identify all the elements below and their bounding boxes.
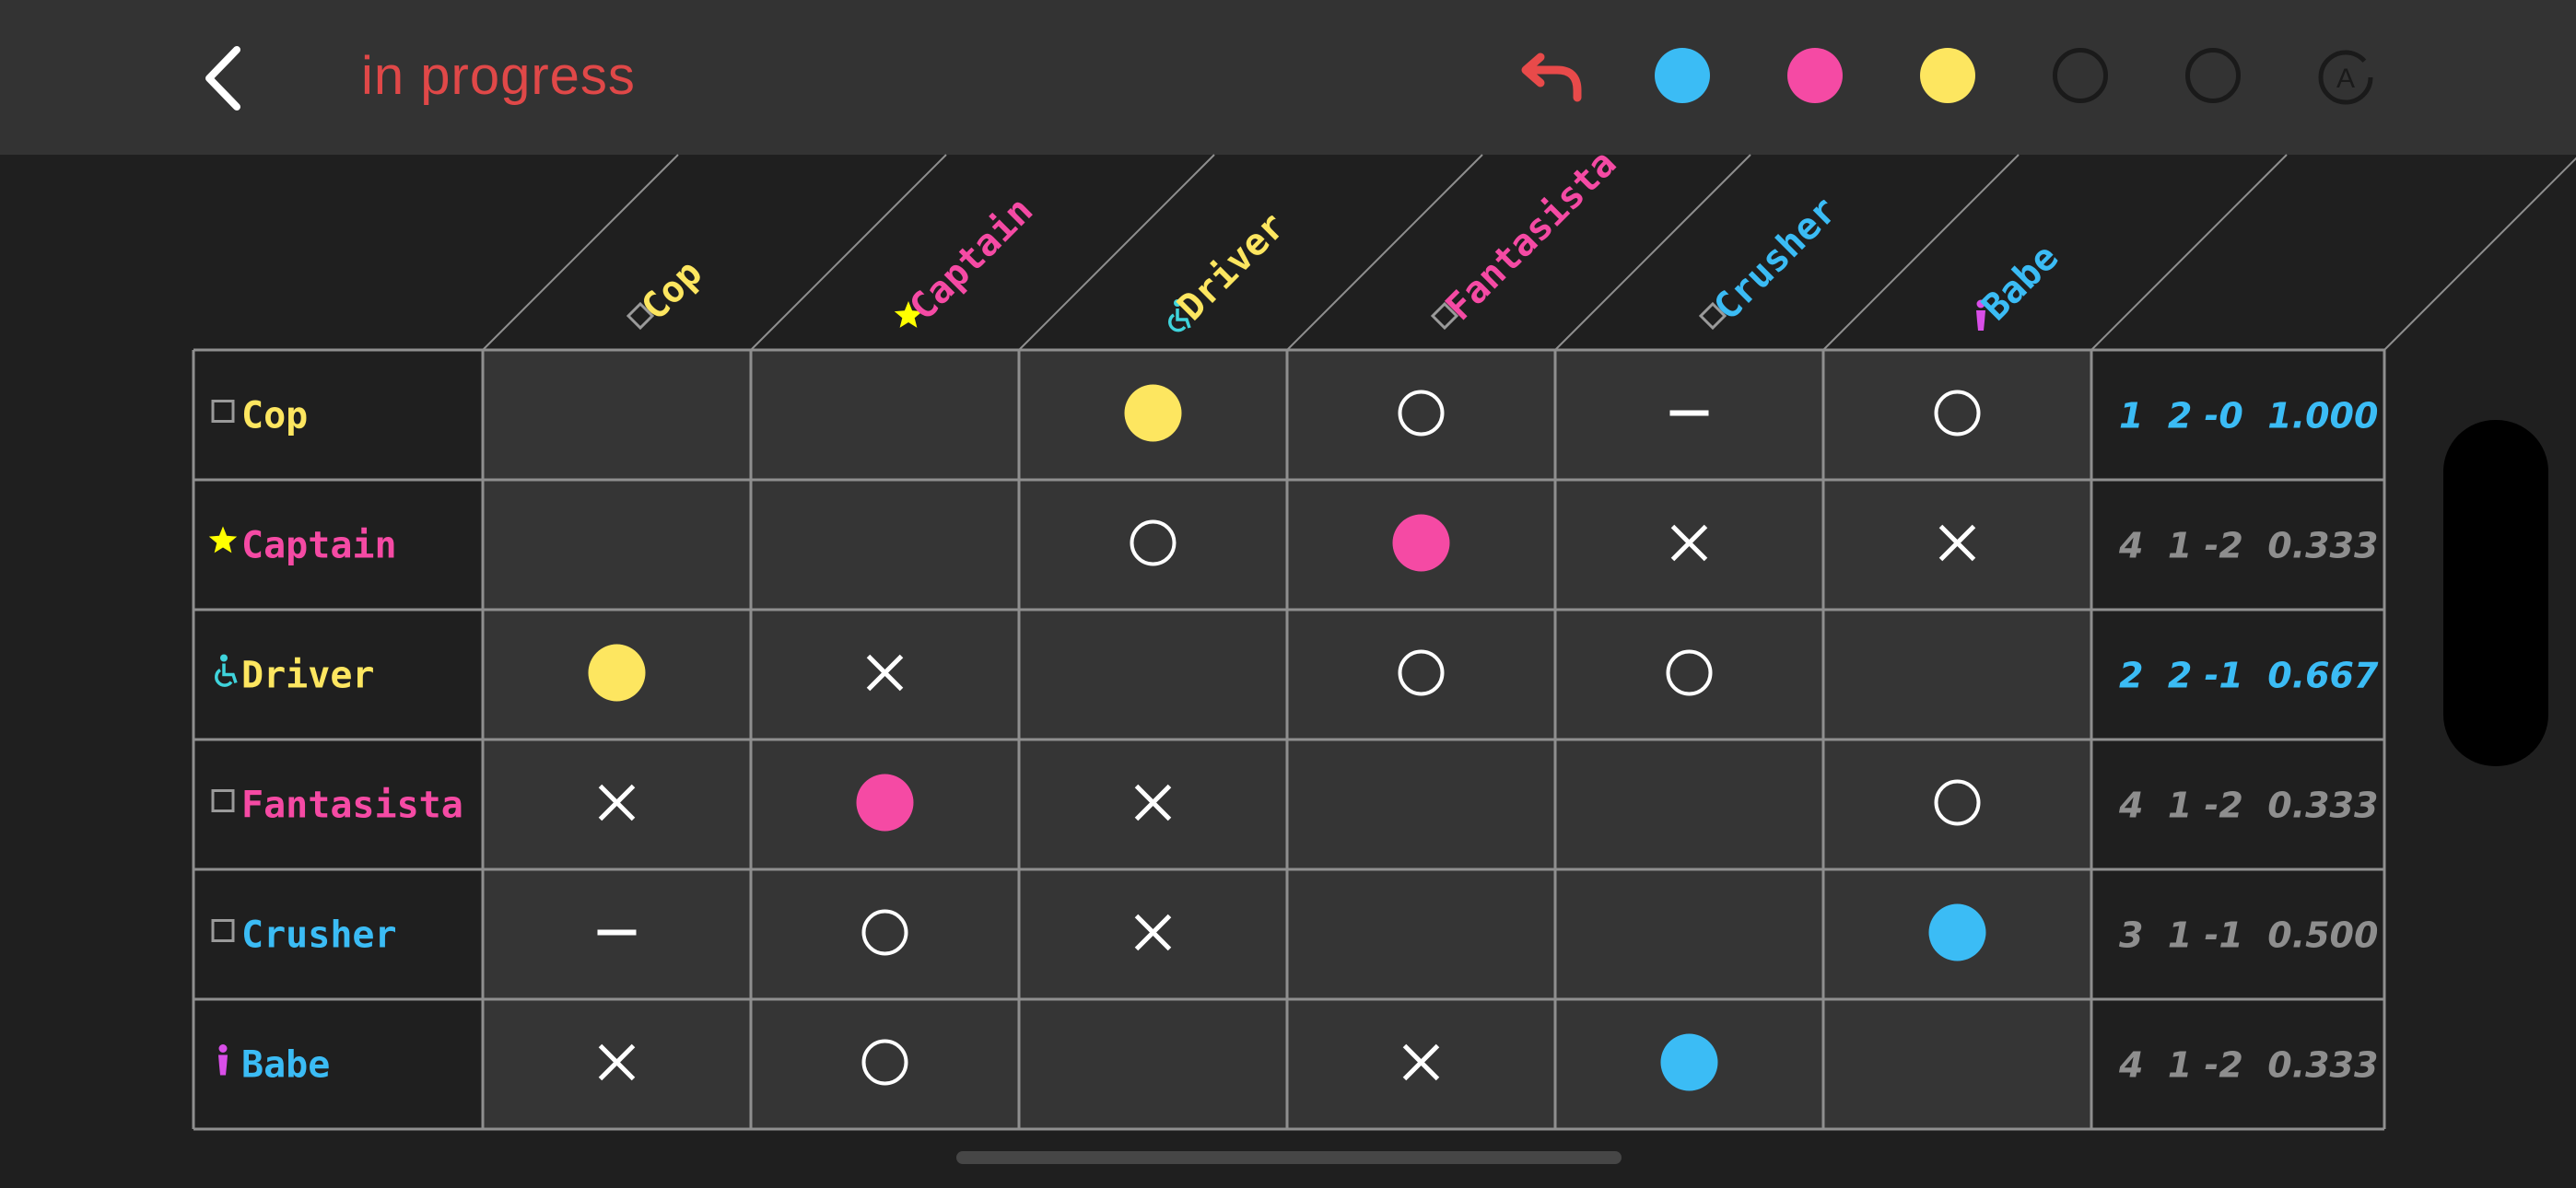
auto-button[interactable]: A	[2316, 48, 2375, 107]
grid-cell[interactable]	[1823, 740, 2091, 869]
cross-mark	[598, 784, 636, 821]
grid-cell[interactable]	[1555, 610, 1823, 740]
header-divider	[750, 154, 947, 351]
grid-cell[interactable]	[1555, 869, 1823, 999]
circle-mark	[1130, 519, 1177, 566]
grid-cell[interactable]	[1019, 610, 1287, 740]
undo-arrow-icon	[1521, 52, 1582, 102]
score-text: 4 1 -2 0.333	[2118, 1045, 2378, 1086]
filled-dot-mark	[1928, 903, 1986, 961]
filled-dot-mark	[1660, 1033, 1718, 1091]
circle-mark	[1398, 390, 1445, 437]
filled-dot-mark	[1392, 514, 1450, 572]
grid-cell[interactable]	[751, 999, 1019, 1129]
header-divider	[1018, 154, 1215, 351]
wheelchair-icon	[215, 654, 238, 687]
grid-cell[interactable]	[483, 350, 751, 480]
color-swatch-pink[interactable]	[1787, 48, 1843, 103]
diamond-icon	[1430, 301, 1459, 331]
circle-mark	[1666, 649, 1713, 696]
header-divider	[1554, 154, 1751, 351]
row-label: Crusher	[241, 914, 397, 957]
circle-mark	[1398, 649, 1445, 696]
column-label: Crusher	[1706, 189, 1846, 329]
diamond-icon	[1698, 301, 1727, 331]
color-swatch-yellow[interactable]	[1920, 48, 1975, 103]
square-icon	[211, 400, 235, 423]
header-divider	[1822, 154, 2020, 351]
header-divider	[2383, 157, 2576, 351]
grid-cell[interactable]	[483, 480, 751, 610]
auto-rotate-icon: A	[2318, 50, 2373, 105]
cross-mark	[1670, 524, 1708, 562]
circle-mark	[1934, 390, 1981, 437]
star-icon	[894, 301, 923, 328]
filled-dot-mark	[856, 774, 914, 832]
square-icon	[211, 919, 235, 942]
row-label: Babe	[241, 1044, 330, 1087]
chevron-left-icon	[205, 46, 240, 111]
score-text: 4 1 -2 0.333	[2118, 526, 2378, 566]
grid-cell[interactable]	[1287, 869, 1555, 999]
circle-mark	[861, 1039, 908, 1086]
grid-cell[interactable]	[1555, 740, 1823, 869]
grid-cell[interactable]	[1287, 610, 1555, 740]
color-swatch-empty-2[interactable]	[2185, 48, 2241, 103]
column-label: Cop	[634, 251, 711, 329]
cross-mark	[598, 1043, 636, 1081]
circle-mark	[1934, 779, 1981, 826]
header-divider	[1286, 154, 1483, 351]
score-text: 1 2 -0 1.000	[2119, 396, 2378, 437]
header-divider	[482, 154, 679, 351]
top-bar: in progress A	[0, 0, 2576, 155]
person-icon	[218, 1044, 228, 1076]
header-divider	[2090, 154, 2288, 351]
auto-letter: A	[2336, 64, 2355, 94]
filled-dot-mark	[1124, 384, 1182, 442]
circle-mark	[861, 909, 908, 956]
grid-cell[interactable]	[1287, 740, 1555, 869]
score-text: 3 1 -1 0.500	[2119, 915, 2378, 956]
square-icon	[211, 789, 235, 812]
back-button[interactable]	[189, 37, 263, 120]
cross-mark	[1938, 524, 1976, 562]
undo-button[interactable]	[1511, 46, 1590, 111]
row-label: Fantasista	[241, 785, 463, 827]
row-label: Captain	[241, 525, 397, 567]
home-indicator	[956, 1151, 1622, 1164]
diamond-icon	[626, 301, 655, 331]
filled-dot-mark	[588, 644, 646, 702]
grid-cell[interactable]	[1019, 999, 1287, 1129]
grid-cell[interactable]	[1287, 350, 1555, 480]
column-label: Babe	[1974, 236, 2067, 329]
cross-mark	[866, 654, 904, 692]
wheelchair-icon	[1168, 299, 1191, 332]
cross-mark	[1134, 784, 1172, 821]
color-swatch-blue[interactable]	[1655, 48, 1710, 103]
score-text: 4 1 -2 0.333	[2118, 786, 2378, 826]
star-icon	[208, 526, 238, 553]
grid-cell[interactable]	[751, 350, 1019, 480]
grid-cell[interactable]	[1019, 480, 1287, 610]
column-label: Driver	[1170, 204, 1294, 329]
cross-mark	[1134, 914, 1172, 951]
person-icon	[1976, 299, 1985, 331]
color-swatch-empty-1[interactable]	[2053, 48, 2108, 103]
grid-cell[interactable]	[751, 869, 1019, 999]
row-label: Cop	[241, 395, 308, 437]
page-title: in progress	[361, 46, 636, 106]
grid-cell[interactable]	[1823, 350, 2091, 480]
row-label: Driver	[241, 655, 375, 697]
grid-cell[interactable]	[1823, 999, 2091, 1129]
grid-cell[interactable]	[751, 480, 1019, 610]
score-text: 2 2 -1 0.667	[2119, 656, 2379, 696]
side-handle	[2443, 420, 2548, 766]
grid-cell[interactable]	[1823, 610, 2091, 740]
cross-mark	[1402, 1043, 1440, 1081]
column-label: Captain	[902, 189, 1042, 329]
